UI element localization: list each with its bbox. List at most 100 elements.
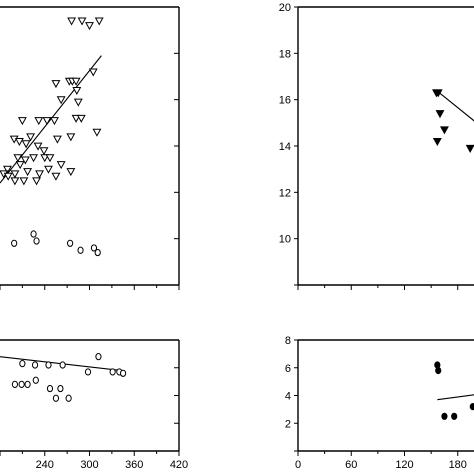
data-point-44 (19, 177, 29, 186)
data-point-4 (51, 80, 61, 89)
data-point-10 (73, 98, 83, 107)
data-point-4 (432, 137, 442, 146)
data-point-24 (39, 147, 49, 156)
y-tick-label: 8 (285, 335, 291, 347)
x-tick-label: 180 (449, 459, 467, 471)
panel-bottom-left: 240 300 360 420 (0, 339, 188, 471)
data-point-42 (3, 172, 13, 181)
data-point-12 (71, 114, 81, 123)
y-tick-label: 20 (279, 2, 291, 14)
data-point-50 (77, 246, 84, 254)
y-tick-label: 4 (285, 391, 291, 403)
data-point-9 (56, 96, 66, 105)
data-point-3 (59, 361, 66, 369)
data-point-16 (65, 394, 72, 402)
y-tick-label: 6 (285, 363, 291, 375)
data-point-0 (67, 17, 77, 26)
data-point-18 (49, 117, 59, 126)
data-point-13 (46, 384, 54, 393)
panel-top-left (0, 6, 180, 290)
data-point-8 (72, 87, 82, 96)
data-point-43 (10, 177, 20, 186)
data-point-8 (119, 369, 127, 377)
panel-top-right: 10 12 14 16 18 20 (279, 2, 474, 290)
data-point-28 (20, 156, 30, 165)
data-point-33 (3, 165, 12, 174)
data-point-6 (109, 368, 116, 376)
fit-line (436, 89, 474, 122)
data-point-2 (85, 22, 94, 31)
data-point-39 (51, 172, 61, 181)
data-point-47 (33, 237, 40, 245)
data-point-11 (24, 380, 31, 388)
data-point-4 (84, 368, 92, 376)
data-point-3 (94, 17, 104, 26)
data-point-5 (465, 144, 474, 153)
data-point-21 (21, 140, 31, 149)
data-point-2 (441, 412, 448, 420)
x-tick-label: 0 (295, 459, 301, 471)
data-point-20 (14, 137, 24, 146)
data-point-25 (52, 135, 62, 144)
x-tick-label: 300 (80, 459, 98, 471)
data-point-52 (90, 244, 98, 252)
data-point-31 (45, 154, 55, 163)
data-point-37 (35, 170, 44, 179)
data-point-30 (40, 154, 50, 163)
data-point-14 (92, 128, 102, 137)
x-tick-label: 60 (345, 459, 357, 471)
y-tick-label: 10 (279, 234, 291, 246)
data-point-35 (15, 161, 25, 170)
data-point-22 (26, 133, 36, 142)
x-tick-label: 420 (170, 459, 188, 471)
x-tick-label: 120 (395, 459, 413, 471)
data-point-0 (19, 359, 26, 368)
data-point-12 (32, 376, 39, 384)
y-tick-label: 14 (279, 141, 291, 153)
data-point-15 (17, 117, 27, 126)
panel-bottom-right: 0 60 120 180 2 4 6 8 (285, 335, 474, 471)
data-point-27 (13, 154, 23, 163)
data-point-11 (88, 68, 98, 77)
fit-line (0, 55, 102, 184)
data-point-1 (77, 17, 87, 26)
data-point-14 (52, 394, 60, 402)
data-point-48 (11, 239, 18, 247)
data-point-51 (94, 248, 101, 257)
data-point-10 (18, 380, 25, 388)
data-point-17 (42, 117, 52, 126)
y-tick-label: 16 (279, 95, 291, 107)
data-point-4 (469, 403, 474, 411)
data-point-15 (57, 384, 64, 393)
data-point-3 (439, 126, 449, 135)
data-point-2 (435, 110, 445, 119)
x-tick-label: 360 (125, 459, 143, 471)
data-point-13 (76, 114, 86, 123)
y-tick-label: 12 (279, 187, 291, 199)
data-point-38 (44, 165, 53, 174)
data-point-29 (29, 154, 39, 163)
data-point-26 (66, 133, 76, 142)
data-point-5 (95, 353, 102, 361)
data-point-1 (433, 89, 443, 98)
data-point-34 (10, 170, 20, 179)
data-point-3 (451, 412, 458, 420)
data-point-40 (66, 168, 76, 177)
data-point-2 (45, 361, 52, 369)
data-point-16 (34, 117, 44, 126)
y-tick-label: 2 (285, 418, 291, 430)
data-point-36 (23, 168, 33, 177)
data-point-32 (56, 161, 66, 170)
data-point-7 (71, 77, 81, 86)
data-point-49 (67, 239, 74, 247)
data-point-23 (33, 142, 43, 151)
data-point-1 (435, 366, 442, 375)
x-tick-label: 240 (36, 459, 54, 471)
y-tick-label: 18 (279, 48, 291, 60)
fit-line (437, 394, 474, 401)
data-point-46 (30, 230, 37, 238)
data-point-45 (32, 177, 41, 186)
data-point-9 (11, 380, 19, 388)
data-point-1 (31, 361, 39, 369)
